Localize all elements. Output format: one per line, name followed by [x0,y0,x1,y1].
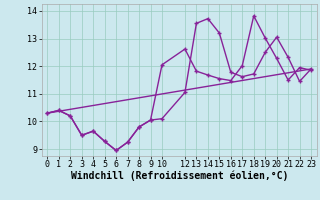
X-axis label: Windchill (Refroidissement éolien,°C): Windchill (Refroidissement éolien,°C) [70,171,288,181]
